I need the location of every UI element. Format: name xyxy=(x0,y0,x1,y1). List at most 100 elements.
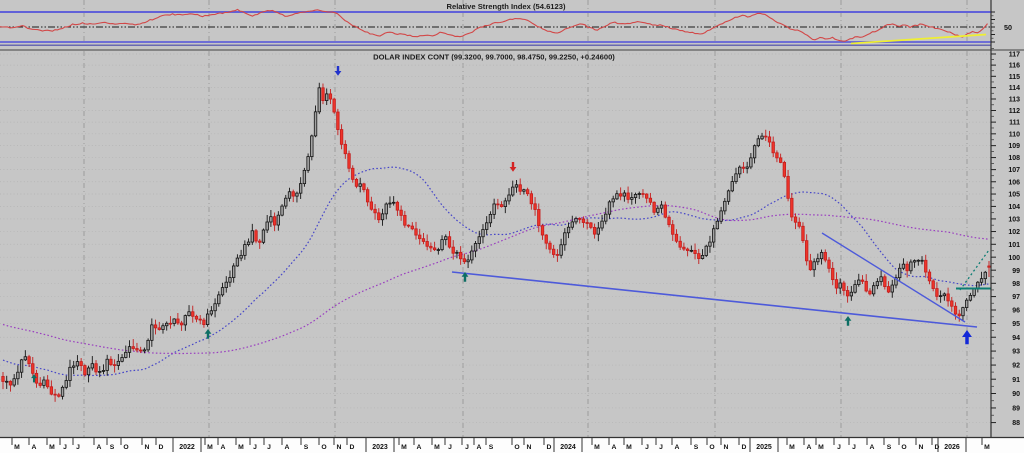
month-axis-label: J xyxy=(465,444,469,451)
candle-up xyxy=(511,186,515,196)
candle-up xyxy=(116,360,120,366)
candle-up xyxy=(604,213,608,222)
candle-up xyxy=(920,259,924,262)
buy-arrow-2021[interactable] xyxy=(31,374,37,383)
month-axis-label: M xyxy=(49,444,55,451)
candle-down xyxy=(447,236,452,248)
month-axis-label: A xyxy=(612,444,617,451)
candle-up xyxy=(723,200,727,212)
candle-down xyxy=(678,240,682,248)
candle-down xyxy=(176,318,180,324)
price-axis-label: 90 xyxy=(1012,391,1020,398)
candle-up xyxy=(146,339,150,351)
candle-up xyxy=(243,244,247,256)
month-axis-label: J xyxy=(852,444,856,451)
candle-up xyxy=(269,216,273,223)
price-axis-label: 104 xyxy=(1008,204,1020,211)
candle-down xyxy=(153,324,158,329)
candle-up xyxy=(942,293,947,297)
support-trendline[interactable] xyxy=(451,271,978,328)
candle-up xyxy=(838,282,842,289)
moving-averages xyxy=(2,166,990,377)
candle-down xyxy=(425,241,429,247)
candle-down xyxy=(321,87,325,102)
price-axis-label: 103 xyxy=(1008,217,1020,224)
rsi-plot-surface[interactable] xyxy=(0,0,991,44)
candle-down xyxy=(328,93,333,100)
candle-down xyxy=(157,327,161,330)
candle-down xyxy=(351,167,355,180)
price-axis-label: 101 xyxy=(1008,242,1020,249)
price-axis-label: 88 xyxy=(1012,420,1020,427)
candle-down xyxy=(886,286,891,293)
candle-down xyxy=(168,322,173,325)
month-axis-label: J xyxy=(837,444,841,451)
candle-up xyxy=(708,241,712,247)
candle-up xyxy=(98,371,102,373)
month-axis-label: J xyxy=(448,444,452,451)
candle-up xyxy=(983,271,987,280)
candle-up xyxy=(64,380,68,388)
candle-down xyxy=(671,224,675,235)
month-axis-label: J xyxy=(76,444,80,451)
candle-up xyxy=(317,87,321,113)
candle-up xyxy=(704,245,708,256)
candle-down xyxy=(83,365,87,376)
candle-up xyxy=(965,299,969,308)
month-axis-label: J xyxy=(267,444,271,451)
month-axis-label: M xyxy=(594,444,600,451)
rsi-panel xyxy=(0,8,991,45)
candle-down xyxy=(34,372,39,384)
steep-down-trendline[interactable] xyxy=(821,232,966,323)
candle-up xyxy=(912,260,917,263)
price-axis-label: 112 xyxy=(1009,108,1020,115)
candle-down xyxy=(823,252,827,261)
candle-down xyxy=(931,280,935,289)
month-axis-label: A xyxy=(870,444,875,451)
sell-arrow-2022-peak[interactable] xyxy=(334,66,342,76)
candle-up xyxy=(325,93,329,102)
month-axis-label: O xyxy=(514,444,519,451)
candle-up xyxy=(712,228,716,243)
candle-up xyxy=(492,203,496,215)
buy-arrow-2026-low[interactable] xyxy=(962,330,972,345)
candle-up xyxy=(224,281,228,288)
buy-arrow-2023-low[interactable] xyxy=(461,272,469,282)
candle-down xyxy=(112,364,117,366)
candle-down xyxy=(790,197,794,218)
rsi-yellow-trendline[interactable] xyxy=(850,33,987,45)
year-axis-label: 2024 xyxy=(560,444,576,451)
buy-arrow-2022-low[interactable] xyxy=(204,329,212,339)
teal-dashed-projection[interactable] xyxy=(959,249,990,291)
candle-down xyxy=(202,319,206,325)
candle-down xyxy=(499,204,504,207)
candle-up xyxy=(514,184,519,188)
candle-down xyxy=(552,248,556,255)
candle-down xyxy=(741,166,746,169)
month-axis-label: N xyxy=(724,444,729,451)
candle-up xyxy=(596,227,600,235)
candle-down xyxy=(429,245,433,249)
sell-arrow-2023-high[interactable] xyxy=(509,162,517,172)
candle-up xyxy=(916,259,920,262)
candle-up xyxy=(979,278,984,283)
candle-down xyxy=(778,157,783,163)
candle-down xyxy=(581,218,586,223)
candle-down xyxy=(767,136,772,143)
month-axis-label: M xyxy=(434,444,440,451)
candle-up xyxy=(72,365,76,368)
candle-down xyxy=(94,363,98,373)
candle-down xyxy=(347,153,351,169)
candle-up xyxy=(5,380,9,383)
candle-down xyxy=(834,279,839,289)
candle-up xyxy=(689,249,693,252)
price-axis-label: 99 xyxy=(1012,268,1020,275)
month-axis-label: A xyxy=(97,444,102,451)
buy-arrow-2025-low[interactable] xyxy=(844,316,852,326)
candle-down xyxy=(525,189,530,195)
candle-up xyxy=(23,356,27,361)
candle-up xyxy=(187,311,191,316)
price-plot-surface[interactable] xyxy=(0,51,991,437)
candle-up xyxy=(68,366,72,381)
